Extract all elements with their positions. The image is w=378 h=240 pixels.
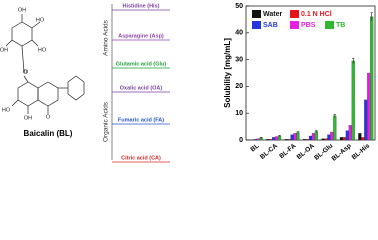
bar bbox=[269, 139, 273, 141]
bar bbox=[358, 133, 362, 141]
bar bbox=[305, 139, 310, 141]
legend-label: PBS bbox=[301, 22, 316, 29]
item-label: Fumaric acid (FA) bbox=[118, 117, 164, 123]
bar bbox=[327, 134, 331, 141]
bar bbox=[333, 115, 337, 141]
bar bbox=[303, 139, 307, 141]
atom-label: OH bbox=[18, 7, 26, 13]
bar bbox=[308, 135, 313, 141]
error-bar bbox=[315, 130, 318, 133]
x-tick-label: BL-Asp bbox=[331, 142, 353, 162]
bar bbox=[321, 138, 325, 141]
item-label: Glutamic acid (Glu) bbox=[116, 61, 167, 67]
bar bbox=[296, 132, 300, 141]
bar bbox=[275, 136, 279, 141]
bar bbox=[266, 139, 270, 141]
bar bbox=[314, 131, 318, 141]
group-label: Amino Acids bbox=[103, 19, 110, 56]
atom-label: HO bbox=[36, 17, 45, 23]
atom-label: HO bbox=[38, 47, 47, 53]
bar bbox=[330, 131, 334, 141]
bar bbox=[290, 134, 294, 141]
legend-label: 0.1 N HCl bbox=[301, 11, 332, 18]
bar bbox=[351, 60, 355, 141]
bar bbox=[253, 139, 257, 141]
error-bar bbox=[370, 12, 373, 21]
x-tick-label: BL-FA bbox=[278, 142, 297, 160]
legend-swatch bbox=[290, 21, 299, 29]
bar bbox=[277, 135, 282, 141]
bar bbox=[256, 138, 260, 141]
bar bbox=[287, 139, 291, 141]
bar bbox=[272, 137, 276, 141]
structure-name: Baicalin (BL) bbox=[24, 129, 73, 138]
legend-swatch bbox=[252, 10, 261, 18]
atom-label: OH bbox=[24, 115, 32, 121]
bar bbox=[370, 16, 374, 141]
bar bbox=[311, 133, 316, 141]
y-axis-label: Solubility [mg/mL] bbox=[223, 38, 232, 108]
legend-label: TB bbox=[336, 22, 345, 29]
item-label: Oxalic acid (OA) bbox=[120, 85, 163, 91]
atom-label: O bbox=[23, 69, 28, 75]
molecule-bonds bbox=[5, 14, 85, 114]
atom-label: OH bbox=[0, 47, 8, 53]
legend-swatch bbox=[325, 21, 334, 29]
atom-label: O bbox=[24, 69, 29, 75]
error-bar bbox=[296, 131, 300, 134]
y-tick-label: 40 bbox=[235, 30, 243, 37]
bar bbox=[284, 139, 288, 141]
error-bar bbox=[333, 114, 337, 118]
x-tick-label: BL-His bbox=[351, 142, 372, 161]
x-tick-label: BL bbox=[249, 142, 260, 153]
y-tick-label: 0 bbox=[239, 137, 243, 144]
error-bar bbox=[278, 135, 281, 137]
bar bbox=[339, 137, 344, 141]
legend-label: Water bbox=[263, 11, 282, 18]
bar bbox=[345, 130, 349, 141]
group-label: Organic Acids bbox=[103, 101, 110, 142]
atom-label: O bbox=[46, 114, 51, 120]
bar bbox=[348, 125, 352, 141]
bar bbox=[364, 99, 368, 141]
legend-label: SAB bbox=[263, 22, 278, 29]
legend-swatch bbox=[252, 21, 261, 29]
y-tick-label: 50 bbox=[235, 3, 243, 10]
item-label: Asparagine (Asp) bbox=[118, 33, 164, 39]
y-tick-label: 20 bbox=[235, 83, 243, 90]
item-label: Histidine (His) bbox=[123, 3, 160, 9]
x-tick-label: BL-CA bbox=[259, 142, 279, 161]
y-tick-label: 30 bbox=[235, 56, 243, 63]
error-bar bbox=[352, 57, 355, 64]
bar bbox=[367, 72, 371, 141]
x-tick-label: BL-OA bbox=[296, 142, 316, 161]
bar bbox=[361, 137, 365, 141]
bar bbox=[324, 138, 328, 141]
y-tick-label: 10 bbox=[235, 110, 243, 117]
error-bar bbox=[259, 137, 263, 139]
atom-label: HO bbox=[2, 107, 11, 113]
bar bbox=[293, 133, 297, 141]
bar bbox=[342, 137, 346, 141]
legend-swatch bbox=[290, 10, 299, 18]
item-label: Citric acid (CA) bbox=[121, 155, 161, 161]
